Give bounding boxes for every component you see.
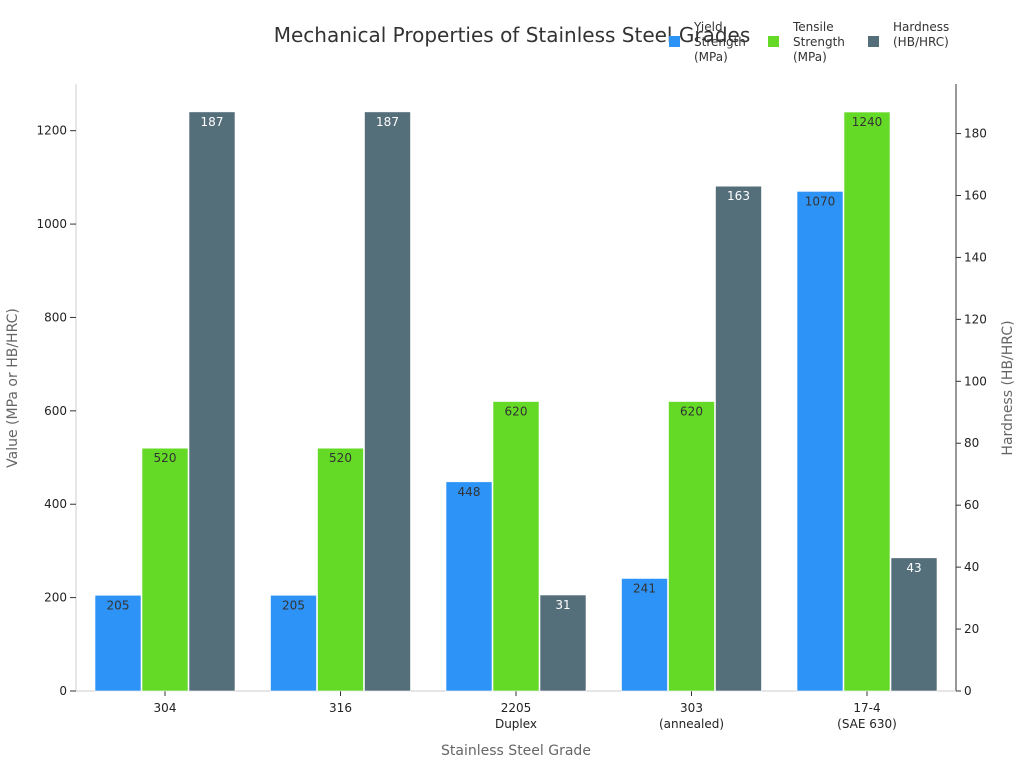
x-tick-label: 316 bbox=[329, 701, 352, 715]
bar-value-label: 1240 bbox=[852, 115, 883, 129]
bar bbox=[715, 185, 762, 692]
legend-swatch bbox=[669, 36, 680, 47]
y-tick-label: 600 bbox=[44, 404, 67, 418]
data-labels: 205 520 187 205 520 187 448 620 31 241 620 163 1070 1… bbox=[107, 115, 922, 612]
y2-tick-label: 100 bbox=[964, 374, 987, 388]
legend: YieldStrength(MPa)TensileStrength(MPa)Ha… bbox=[669, 20, 949, 64]
bar bbox=[364, 111, 411, 692]
legend-label: Tensile bbox=[792, 20, 834, 34]
bar bbox=[621, 578, 668, 692]
y-tick-label: 1200 bbox=[36, 124, 67, 138]
bar-value-label: 520 bbox=[329, 451, 352, 465]
bar bbox=[94, 594, 142, 692]
y-tick-label: 800 bbox=[44, 310, 67, 324]
legend-label: Yield bbox=[693, 20, 723, 34]
bar bbox=[492, 401, 540, 692]
y2-axis-title: Hardness (HB/HRC) bbox=[1000, 320, 1016, 455]
x-tick-label: 303 bbox=[680, 701, 703, 715]
x-axis-title: Stainless Steel Grade bbox=[441, 743, 591, 759]
bar-value-label: 1070 bbox=[805, 194, 836, 208]
x-tick-label: (SAE 630) bbox=[837, 717, 897, 731]
legend-swatch bbox=[868, 36, 879, 47]
bar bbox=[445, 481, 493, 692]
bar bbox=[317, 447, 364, 692]
bar-value-label: 205 bbox=[107, 598, 130, 612]
legend-label: Strength bbox=[793, 35, 845, 49]
y2-tick-label: 0 bbox=[964, 684, 972, 698]
bar bbox=[270, 594, 317, 692]
bar-value-label: 205 bbox=[282, 598, 305, 612]
x-tick-label: (annealed) bbox=[659, 717, 724, 731]
bar bbox=[539, 594, 587, 692]
bar bbox=[668, 401, 715, 692]
legend-label: Strength bbox=[694, 35, 746, 49]
y-axis-title: Value (MPa or HB/HRC) bbox=[5, 308, 21, 468]
bar bbox=[188, 111, 236, 692]
legend-label: (MPa) bbox=[694, 50, 728, 64]
y2-tick-label: 40 bbox=[964, 560, 979, 574]
bar-value-label: 241 bbox=[633, 581, 656, 595]
y2-tick-label: 160 bbox=[964, 188, 987, 202]
bar-value-label: 43 bbox=[906, 561, 921, 575]
bars bbox=[94, 111, 938, 692]
x-tick-label: 17-4 bbox=[853, 701, 880, 715]
bar-value-label: 187 bbox=[201, 115, 224, 129]
y-tick-label: 400 bbox=[44, 497, 67, 511]
legend-label: (HB/HRC) bbox=[893, 35, 949, 49]
bar-value-label: 620 bbox=[505, 405, 528, 419]
y-tick-label: 1000 bbox=[36, 217, 67, 231]
y2-tick-label: 140 bbox=[964, 250, 987, 264]
bar bbox=[890, 557, 938, 692]
y2-tick-label: 60 bbox=[964, 498, 979, 512]
bar-value-label: 520 bbox=[154, 451, 177, 465]
legend-label: Hardness bbox=[893, 20, 949, 34]
y2-tick-label: 80 bbox=[964, 436, 979, 450]
y-tick-label: 0 bbox=[59, 684, 67, 698]
legend-swatch bbox=[768, 36, 779, 47]
bar-value-label: 187 bbox=[376, 115, 399, 129]
x-tick-label: 2205 bbox=[501, 701, 532, 715]
y-tick-label: 200 bbox=[44, 591, 67, 605]
x-tick-label: 304 bbox=[154, 701, 177, 715]
bar-value-label: 31 bbox=[555, 598, 570, 612]
bar-value-label: 163 bbox=[727, 189, 750, 203]
y2-tick-label: 120 bbox=[964, 312, 987, 326]
bar bbox=[141, 447, 189, 692]
y2-tick-label: 20 bbox=[964, 622, 979, 636]
x-tick-label: Duplex bbox=[495, 717, 537, 731]
bar-value-label: 448 bbox=[458, 485, 481, 499]
bar bbox=[796, 191, 844, 692]
bar bbox=[843, 111, 891, 692]
bar-value-label: 620 bbox=[680, 405, 703, 419]
legend-label: (MPa) bbox=[793, 50, 827, 64]
y2-tick-label: 180 bbox=[964, 127, 987, 141]
